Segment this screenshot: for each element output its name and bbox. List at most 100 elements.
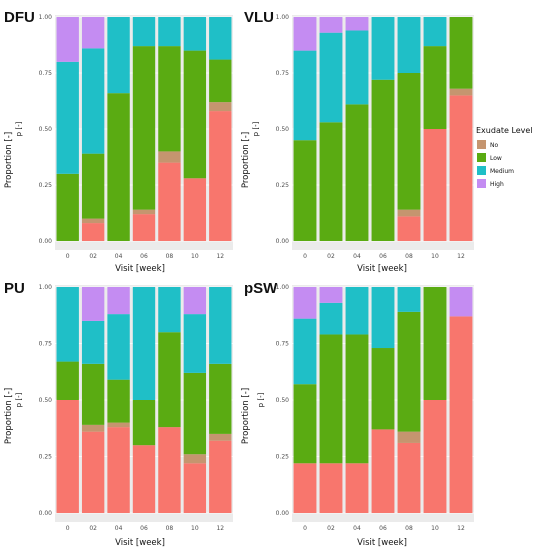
bar-segment-low: [449, 17, 473, 89]
bar-segment-healed: [107, 427, 130, 513]
y-tick-label: 0.50: [39, 126, 53, 133]
bar-segment-high: [319, 17, 343, 33]
x-tick-label: 04: [353, 253, 361, 260]
x-tick-label: 06: [140, 253, 148, 260]
bar-segment-no: [209, 102, 232, 112]
panel-title: pSW: [244, 280, 278, 297]
legend-title: Exudate Level: [476, 126, 533, 135]
y-tick-label: 0.50: [276, 397, 290, 404]
legend-label: Low: [490, 155, 502, 162]
legend-swatch: [477, 179, 486, 188]
bar-segment-medium: [209, 17, 232, 60]
x-tick-label: 0: [303, 525, 307, 532]
bar-segment-healed: [423, 400, 447, 513]
bar-segment-medium: [397, 17, 421, 73]
bar-segment-medium: [81, 48, 105, 154]
bar-segment-high: [107, 287, 130, 315]
y-tick-label: 0.25: [39, 182, 53, 189]
panel-title: VLU: [244, 9, 274, 26]
y-axis-label: Proportion [-]: [241, 388, 251, 444]
bar-segment-no: [81, 218, 105, 224]
y-tick-label: 0.00: [276, 238, 290, 245]
legend-label: Medium: [490, 168, 514, 175]
panel-title: PU: [4, 280, 25, 297]
bar-segment-medium: [345, 30, 369, 105]
y-tick-label: 0.75: [276, 341, 290, 348]
x-tick-label: 0: [303, 253, 307, 260]
bar-segment-low: [397, 73, 421, 210]
bar-segment-medium: [319, 302, 343, 335]
bar-segment-medium: [397, 287, 421, 312]
legend-swatch: [477, 166, 486, 175]
bar-segment-healed: [397, 216, 421, 241]
bar-segment-medium: [209, 287, 232, 364]
bar-segment-low: [371, 348, 395, 430]
y-tick-label: 0.00: [39, 510, 53, 517]
bar-segment-medium: [158, 287, 181, 333]
bar-segment-medium: [183, 17, 207, 51]
bar-segment-no: [107, 422, 130, 428]
bar-segment-medium: [158, 17, 181, 47]
bar-segment-healed: [158, 427, 181, 513]
bar-segment-healed: [56, 400, 79, 513]
bar-segment-low: [345, 104, 369, 241]
bar-segment-low: [319, 122, 343, 241]
plot-area: 0.00 0.25 0.50 0.75 1.00 0 02 04 06 08 10 12: [39, 14, 233, 260]
bar-segment-healed: [397, 442, 421, 513]
bar-segment-low: [319, 334, 343, 464]
bar-segment-medium: [293, 50, 317, 141]
y-axis-label-secondary: p [-]: [15, 392, 23, 407]
bar-segment-low: [107, 379, 130, 423]
x-tick-label: 08: [405, 253, 413, 260]
bar-segment-low: [81, 363, 105, 425]
x-tick-label: 08: [166, 525, 174, 532]
bar-segment-low: [209, 363, 232, 434]
bar-segment-medium: [183, 314, 207, 373]
bar-segment-low: [209, 59, 232, 103]
bar-segment-medium: [56, 287, 79, 362]
bar-segment-healed: [293, 463, 317, 513]
y-tick-label: 0.25: [276, 454, 290, 461]
bar-segment-healed: [371, 429, 395, 513]
panel-title: DFU: [4, 9, 35, 26]
panel-psw: pSW Proportion [-] p [-] Visit [week] 0.…: [241, 280, 474, 548]
bar-segment-no: [209, 433, 232, 441]
y-axis-label-secondary: p [-]: [252, 121, 260, 136]
x-tick-label: 02: [89, 525, 97, 532]
bar-segment-medium: [56, 61, 79, 174]
bar-segment-healed: [449, 95, 473, 242]
bar-segment-healed: [132, 214, 156, 241]
panel-pu: PU Proportion [-] p [-] Visit [week] 0.0…: [4, 280, 233, 548]
bar-segment-healed: [209, 440, 232, 513]
legend-swatch: [477, 140, 486, 149]
bar-segment-healed: [319, 463, 343, 513]
y-axis-label-secondary: p [-]: [257, 392, 265, 407]
panel-dfu: DFU Proportion [-] p [-] Visit [week] 0.…: [4, 9, 233, 274]
bar-segment-low: [158, 332, 181, 428]
bar-segment-low: [293, 140, 317, 241]
bar-segment-no: [397, 209, 421, 217]
x-tick-label: 02: [327, 253, 335, 260]
x-axis-label: Visit [week]: [115, 264, 165, 274]
bar-segment-medium: [81, 320, 105, 364]
panel-vlu: VLU Proportion [-] p [-] Visit [week] 0.…: [241, 9, 474, 274]
bar-segment-high: [293, 17, 317, 51]
y-tick-label: 1.00: [276, 14, 290, 21]
bar-segment-high: [81, 17, 105, 49]
y-tick-label: 0.75: [39, 70, 53, 77]
x-tick-label: 08: [166, 253, 174, 260]
bar-segment-no: [158, 151, 181, 163]
y-tick-label: 0.50: [276, 126, 290, 133]
bar-segment-medium: [319, 32, 343, 123]
bar-segment-low: [345, 334, 369, 464]
x-tick-label: 08: [405, 525, 413, 532]
y-tick-label: 0.25: [276, 182, 290, 189]
bar-segment-no: [132, 209, 156, 215]
bar-segment-medium: [132, 287, 156, 400]
legend-items: No Low Medium High: [477, 140, 514, 188]
bar-segment-healed: [423, 129, 447, 241]
plot-area: 0.00 0.25 0.50 0.75 1.00 0 02 04 06 08 10 12: [276, 284, 474, 532]
x-tick-label: 10: [191, 525, 199, 532]
x-tick-label: 10: [431, 253, 439, 260]
